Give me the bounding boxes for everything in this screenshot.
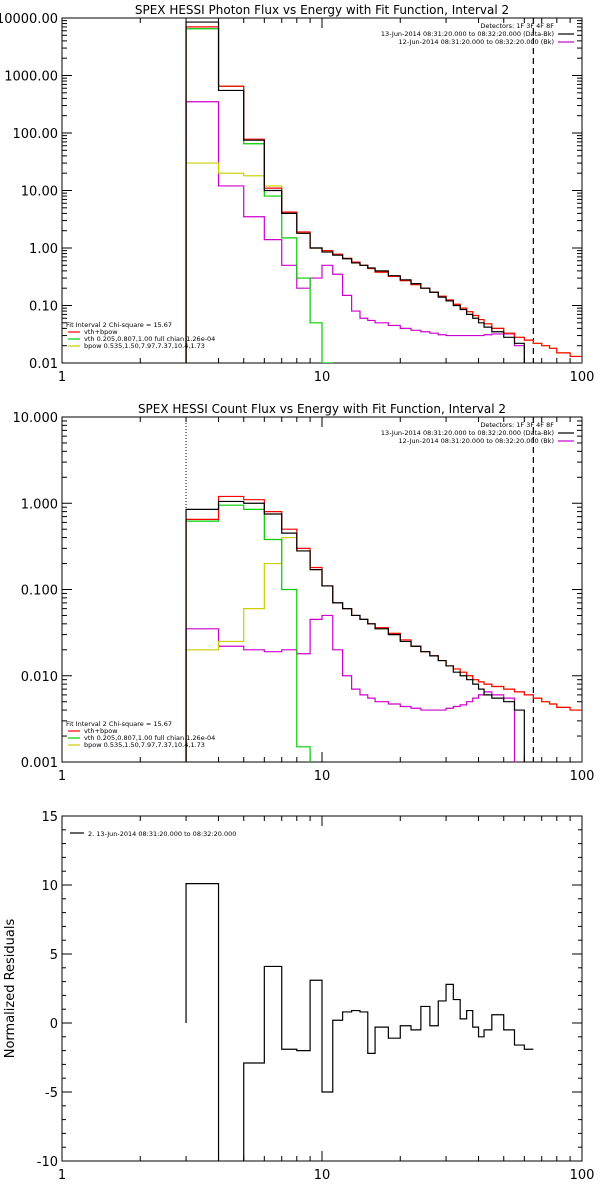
chart-title: SPEX HESSI Photon Flux vs Energy with Fi… xyxy=(135,3,509,17)
chart-panel-1: SPEX HESSI Photon Flux vs Energy with Fi… xyxy=(0,3,594,385)
legend-header: Fit Interval 2 Chi-square = 15.67 xyxy=(66,720,172,728)
legend-entry: bpow 0.535,1.50,7.97,7.37,10.4,1.73 xyxy=(84,342,205,350)
y-tick-label: 10000.00 xyxy=(0,12,58,27)
series-line-vth xyxy=(185,28,334,363)
x-tick-label: 100 xyxy=(570,370,595,385)
series-line-bpow xyxy=(185,536,582,762)
legend-entry: vth 0.205,0.807,1.00 full chian 1.26e-04 xyxy=(84,734,215,742)
y-tick-label: 1.000 xyxy=(21,497,58,512)
y-tick-label: 0.100 xyxy=(21,584,58,599)
y-tick-label: 0.01 xyxy=(29,357,58,372)
header-line: Detectors: 1F 3F 4F 8F xyxy=(480,22,554,30)
series-line-total xyxy=(185,26,582,363)
plot-area xyxy=(185,495,582,762)
series-line-data xyxy=(185,21,525,363)
series-line-data xyxy=(185,883,534,1161)
series-line-total xyxy=(185,495,582,762)
y-tick-label: 5 xyxy=(50,948,58,963)
x-tick-label: 10 xyxy=(314,370,331,385)
header-line: 12-Jun-2014 08:31:20.000 to 08:32:20.000… xyxy=(399,38,554,46)
y-tick-label: 15 xyxy=(41,810,58,825)
y-tick-label: 10.00 xyxy=(21,185,58,200)
x-tick-label: 1 xyxy=(58,370,66,385)
x-tick-label: 10 xyxy=(314,769,331,784)
y-tick-label: 0 xyxy=(50,1017,58,1032)
legend-header: Fit Interval 2 Chi-square = 15.67 xyxy=(66,321,172,329)
y-axis-label: Normalized Residuals xyxy=(3,919,18,1059)
y-tick-label: 100.00 xyxy=(13,127,59,142)
header-line: 13-Jun-2014 08:31:20.000 to 08:32:20.000… xyxy=(381,30,554,38)
chart-panel-3: 1 10 100 15 10 5 0 -5 -10 Normalized Residuals 2. … xyxy=(3,810,594,1183)
legend-entry: bpow 0.535,1.50,7.97,7.37,10.4,1.73 xyxy=(84,741,205,749)
header-line: 13-Jun-2014 08:31:20.000 to 08:32:20.000… xyxy=(381,429,554,437)
legend-entry: vth 0.205,0.807,1.00 full chian 1.26e-04 xyxy=(84,335,215,343)
plot-frame xyxy=(61,17,583,364)
y-tick-label: -5 xyxy=(45,1086,58,1101)
y-tick-label: 10.000 xyxy=(13,411,59,426)
x-tick-label: 1 xyxy=(58,1168,66,1183)
x-tick-label: 100 xyxy=(570,769,595,784)
header-line: Detectors: 1F 3F 4F 8F xyxy=(480,421,554,429)
y-tick-label: 1.00 xyxy=(29,242,58,257)
series-line-bk xyxy=(185,101,525,363)
plot-area xyxy=(185,883,534,1161)
y-tick-label: 0.001 xyxy=(21,756,58,771)
x-tick-label: 100 xyxy=(570,1168,595,1183)
chart-panel-2: SPEX HESSI Count Flux vs Energy with Fit… xyxy=(13,402,595,784)
legend-entry: vth+bpow xyxy=(84,727,118,735)
series-line-bpow xyxy=(185,162,582,363)
y-tick-label: 0.10 xyxy=(29,300,58,315)
x-tick-label: 10 xyxy=(314,1168,331,1183)
legend-entry: 2. 13-Jun-2014 08:31:20.000 to 08:32:20.… xyxy=(88,830,236,838)
y-tick-label: 10 xyxy=(41,879,58,894)
chart-title: SPEX HESSI Count Flux vs Energy with Fit… xyxy=(138,402,506,416)
y-tick-label: 0.010 xyxy=(21,670,58,685)
header-line: 12-Jun-2014 08:31:20.000 to 08:32:20.000… xyxy=(399,437,554,445)
y-tick-label: 1000.00 xyxy=(4,70,58,85)
x-tick-label: 1 xyxy=(58,769,66,784)
plot-frame xyxy=(61,416,583,763)
series-line-bk xyxy=(185,614,516,762)
series-line-data xyxy=(185,500,525,762)
legend-entry: vth+bpow xyxy=(84,328,118,336)
y-tick-label: -10 xyxy=(37,1155,58,1170)
plot-area xyxy=(185,21,582,363)
